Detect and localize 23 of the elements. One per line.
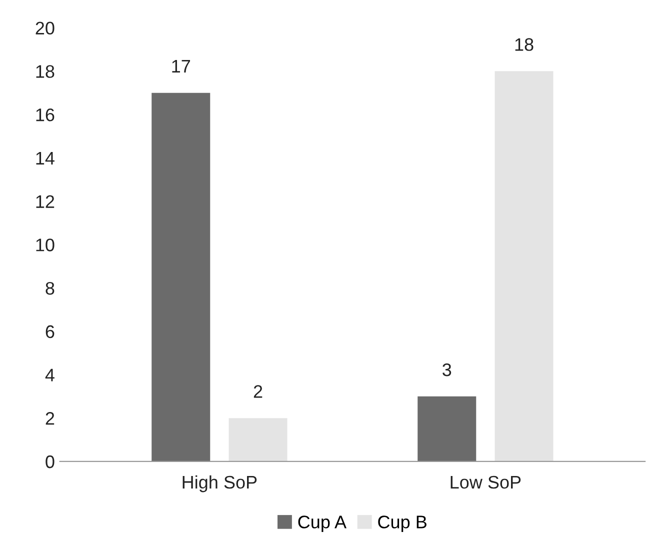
bar xyxy=(418,396,476,462)
y-tick-label: 18 xyxy=(36,65,54,78)
y-tick-label: 10 xyxy=(36,238,54,252)
y-tick-label: 0 xyxy=(46,455,54,468)
legend-label: Cup A xyxy=(298,516,346,532)
y-tick-label: 20 xyxy=(36,22,54,35)
data-label: 3 xyxy=(442,363,452,376)
x-tick-label: High SoP xyxy=(182,475,257,492)
y-tick-label: 6 xyxy=(46,325,54,338)
x-tick-label: Low SoP xyxy=(450,476,521,489)
y-tick-label: 8 xyxy=(46,282,54,295)
data-label: 17 xyxy=(172,60,190,72)
y-tick-label: 14 xyxy=(36,152,54,164)
y-tick-label: 12 xyxy=(36,195,54,208)
y-tick-label: 2 xyxy=(46,412,54,425)
data-label: 2 xyxy=(254,385,262,398)
data-label: 18 xyxy=(515,38,534,51)
bar xyxy=(152,92,210,462)
legend-label: Cup B xyxy=(378,516,426,532)
bar xyxy=(494,71,554,462)
y-tick-label: 4 xyxy=(45,368,54,382)
bar xyxy=(228,418,288,462)
y-tick-label: 16 xyxy=(36,108,54,122)
